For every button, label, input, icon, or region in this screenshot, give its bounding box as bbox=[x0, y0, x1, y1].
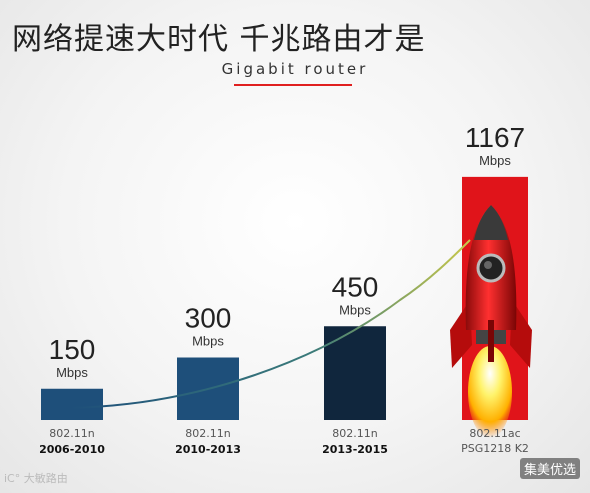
subtitle-underline bbox=[234, 84, 352, 86]
rocket-window bbox=[476, 253, 506, 283]
standard-label-4: 802.11ac bbox=[469, 427, 520, 440]
category-label-1: 2006-2010 bbox=[39, 443, 105, 456]
rocket-flame bbox=[468, 346, 512, 438]
bar-3 bbox=[324, 326, 386, 420]
value-label-2: 300 bbox=[185, 303, 232, 334]
standard-label-2: 802.11n bbox=[185, 427, 230, 440]
unit-label-2: Mbps bbox=[192, 334, 224, 349]
value-label-4: 1167 bbox=[465, 122, 525, 153]
category-label-3: 2013-2015 bbox=[322, 443, 388, 456]
value-label-1: 150 bbox=[49, 334, 96, 365]
page-title: 网络提速大时代 千兆路由才是 bbox=[12, 22, 426, 57]
unit-label-1: Mbps bbox=[56, 365, 88, 380]
rocket-illustration bbox=[450, 205, 532, 438]
watermark-left: iC° 大敏路由 bbox=[4, 472, 68, 485]
value-label-3: 450 bbox=[332, 271, 379, 302]
category-label-2: 2010-2013 bbox=[175, 443, 241, 456]
standard-label-3: 802.11n bbox=[332, 427, 377, 440]
rocket-nose bbox=[474, 205, 508, 240]
bar-1 bbox=[41, 388, 103, 420]
watermark-right: 集美优选 bbox=[520, 458, 581, 479]
unit-label-4: Mbps bbox=[479, 153, 511, 168]
unit-label-3: Mbps bbox=[339, 302, 371, 317]
model-label-4: PSG1218 K2 bbox=[461, 442, 529, 455]
standard-label-1: 802.11n bbox=[49, 427, 94, 440]
rocket-fin-center bbox=[488, 320, 494, 362]
page-subtitle: Gigabit router bbox=[221, 60, 369, 78]
trend-curve bbox=[69, 239, 471, 409]
